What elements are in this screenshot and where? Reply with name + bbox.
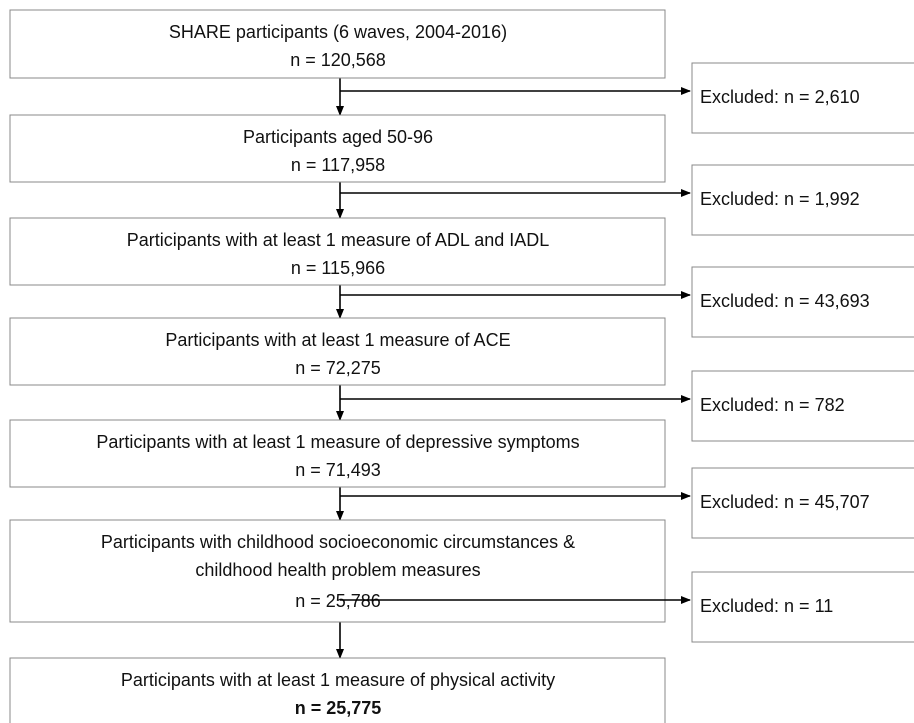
step-label: Participants with at least 1 measure of …: [96, 432, 579, 452]
exclusion-box: [691, 164, 914, 236]
exclusion-box: [691, 62, 914, 134]
step-label: Participants aged 50-96: [243, 127, 433, 147]
exclusion-box: [691, 266, 914, 338]
step-label: Participants with at least 1 measure of …: [121, 670, 555, 690]
step-label: Participants with at least 1 measure of …: [127, 230, 550, 250]
step-box: [9, 419, 666, 488]
step-label: SHARE participants (6 waves, 2004-2016): [169, 22, 507, 42]
step-count: n = 120,568: [290, 50, 386, 70]
step-box: [9, 9, 666, 79]
exclusion-label: Excluded: n = 43,693: [700, 291, 870, 311]
exclusion-label: Excluded: n = 2,610: [700, 87, 860, 107]
step-box: [9, 217, 666, 286]
step-box: [9, 657, 666, 723]
step-count: n = 71,493: [295, 460, 381, 480]
exclusion-box: [691, 370, 914, 442]
step-count: n = 117,958: [291, 155, 385, 175]
step-label: childhood health problem measures: [195, 560, 480, 580]
step-count: n = 115,966: [291, 258, 385, 278]
step-count: n = 25,775: [295, 698, 382, 718]
exclusion-label: Excluded: n = 782: [700, 395, 845, 415]
exclusion-label: Excluded: n = 45,707: [700, 492, 870, 512]
step-box: [9, 317, 666, 386]
step-count: n = 72,275: [295, 358, 381, 378]
step-label: Participants with at least 1 measure of …: [165, 330, 510, 350]
step-count: n = 25,786: [295, 591, 381, 611]
step-box: [9, 519, 666, 623]
exclusion-box: [691, 571, 914, 643]
step-box: [9, 114, 666, 183]
exclusion-label: Excluded: n = 11: [700, 596, 833, 616]
exclusion-box: [691, 467, 914, 539]
exclusion-label: Excluded: n = 1,992: [700, 189, 860, 209]
step-label: Participants with childhood socioeconomi…: [101, 532, 575, 552]
